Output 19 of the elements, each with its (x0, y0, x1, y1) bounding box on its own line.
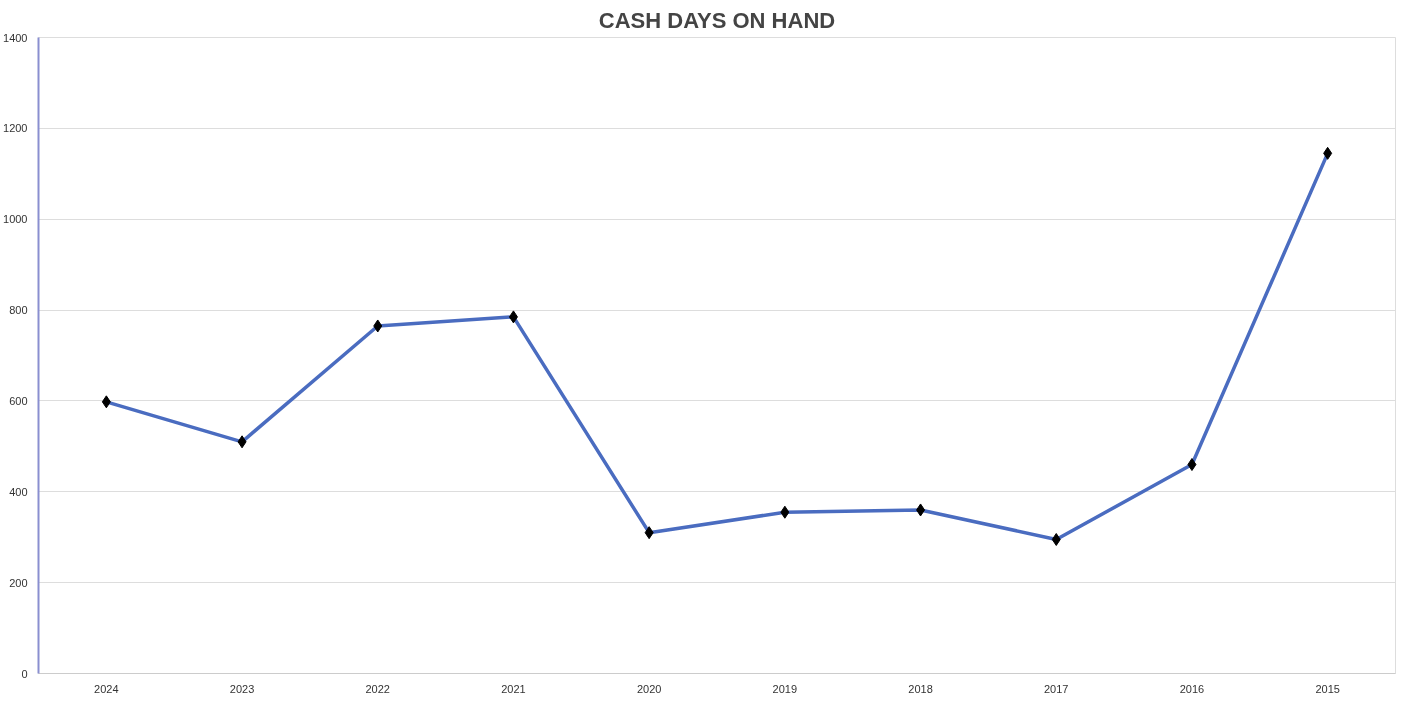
chart-title: CASH DAYS ON HAND (598, 7, 836, 33)
x-tick-label: 2019 (772, 682, 798, 695)
y-tick-label: 800 (9, 304, 28, 317)
x-tick-label: 2024 (94, 682, 119, 695)
x-tick-label: 2017 (1044, 682, 1069, 695)
x-tick-label: 2021 (501, 682, 526, 695)
y-tick-label: 600 (9, 394, 28, 407)
y-tick-label: 1000 (3, 213, 28, 226)
x-tick-label: 2015 (1315, 682, 1340, 695)
x-tick-label: 2022 (365, 682, 390, 695)
x-tick-label: 2016 (1179, 682, 1205, 695)
y-tick-label: 0 (21, 667, 28, 680)
x-tick-label: 2020 (636, 682, 662, 695)
y-tick-label: 1400 (3, 31, 28, 44)
x-tick-label: 2018 (908, 682, 933, 695)
x-tick-label: 2023 (229, 682, 255, 695)
y-tick-label: 400 (9, 485, 28, 498)
y-tick-label: 1200 (3, 122, 28, 135)
y-tick-label: 200 (9, 576, 28, 589)
